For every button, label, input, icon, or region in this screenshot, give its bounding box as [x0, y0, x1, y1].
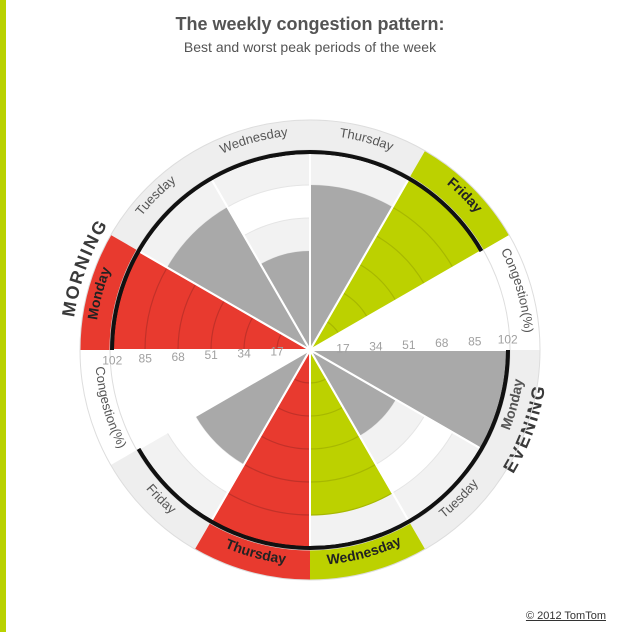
ring-value-label: 102 — [498, 333, 518, 347]
copyright-text: © 2012 TomTom — [526, 610, 606, 622]
ring-value-label: 34 — [237, 346, 251, 360]
ring-value-label: 34 — [369, 340, 383, 354]
ring-value-label: 102 — [102, 353, 122, 367]
ring-value-label: 68 — [435, 336, 449, 350]
ring-value-label: 85 — [468, 334, 482, 348]
ring-value-label: 68 — [172, 350, 186, 364]
polar-chart: MondayTuesdayWednesdayThursdayFridayMond… — [0, 90, 620, 610]
chart-subtitle: Best and worst peak periods of the week — [0, 35, 620, 55]
ring-value-label: 17 — [270, 345, 284, 359]
chart-title: The weekly congestion pattern: — [0, 0, 620, 35]
ring-value-label: 51 — [204, 348, 218, 362]
ring-value-label: 51 — [402, 338, 416, 352]
ring-value-label: 85 — [139, 352, 153, 366]
ring-value-label: 17 — [336, 341, 350, 355]
